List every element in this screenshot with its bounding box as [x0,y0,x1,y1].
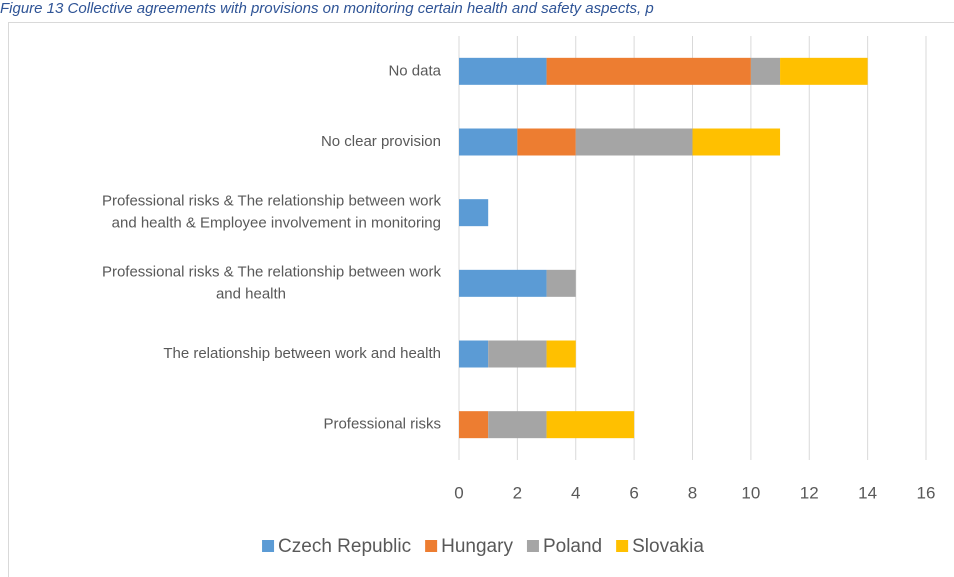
bar-segment [459,411,489,439]
bar-segment [692,128,781,156]
legend-label: Czech Republic [278,536,411,557]
x-tick-label: 12 [800,483,819,502]
chart-frame [8,22,954,577]
chart-title: Figure 13 Collective agreements with pro… [0,0,654,17]
y-tick-label: Professional risks [323,416,441,433]
bar-segment [780,57,868,85]
bar-segment [546,411,635,439]
bar-segment [575,128,693,156]
bar-segment [459,199,489,227]
bar-segment [546,269,576,297]
bar-segment [488,340,547,368]
legend-label: Poland [543,536,602,557]
legend-label: Hungary [441,536,513,557]
y-tick-label: Professional risks & The relationship be… [102,193,442,232]
x-tick-label: 16 [917,483,936,502]
bar-segment [459,340,489,368]
y-tick-label: Professional risks & The relationship be… [102,263,442,302]
bar-segment [459,57,547,85]
bar-segment [546,340,576,368]
bar-segment [459,128,518,156]
bar-segment [488,411,547,439]
legend-swatch [616,540,629,552]
bar-segment [750,57,781,85]
y-tick-label: No data [388,62,441,79]
x-tick-label: 8 [688,483,697,502]
legend-swatch [425,540,438,552]
legend-swatch [526,540,539,552]
legend-swatch [262,540,275,552]
y-tick-label: No clear provision [321,133,441,150]
x-tick-label: 2 [513,483,522,502]
x-tick-label: 4 [571,483,580,502]
x-tick-label: 10 [741,483,760,502]
y-tick-label: The relationship between work and health [163,345,441,362]
x-tick-label: 6 [629,483,638,502]
x-tick-label: 14 [858,483,877,502]
bar-segment [517,128,576,156]
x-tick-label: 0 [454,483,463,502]
legend-label: Slovakia [632,536,704,557]
bar-segment [546,57,751,85]
bar-segment [459,269,547,297]
